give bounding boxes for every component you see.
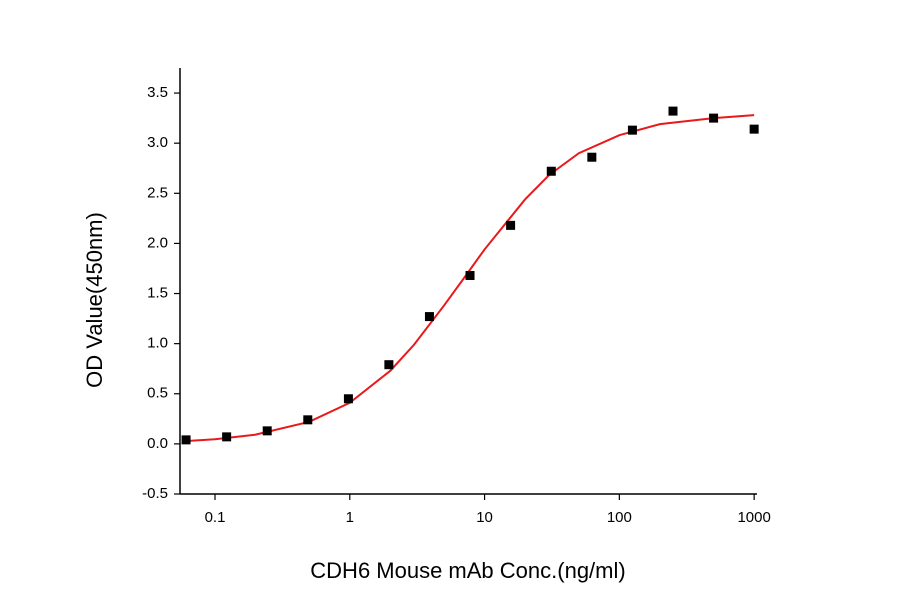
data-point — [546, 166, 556, 176]
y-tick-label: -0.5 — [142, 485, 168, 502]
data-point — [587, 152, 597, 162]
data-point — [506, 220, 516, 230]
data-point — [384, 360, 394, 370]
data-point — [262, 426, 272, 436]
data-point — [343, 394, 353, 404]
y-tick-label: 1.5 — [147, 284, 168, 301]
y-tick-label: 1.0 — [147, 335, 168, 352]
x-tick-label: 100 — [607, 509, 632, 526]
y-axis-title: OD Value(450nm) — [82, 212, 107, 388]
data-point — [627, 125, 637, 135]
y-tick-label: 3.0 — [147, 134, 168, 151]
data-point — [181, 435, 191, 445]
y-tick-label: 2.0 — [147, 234, 168, 251]
data-point — [222, 432, 232, 442]
y-tick-label: 0.0 — [147, 435, 168, 452]
x-tick-label: 1 — [346, 509, 354, 526]
x-tick-label: 1000 — [737, 509, 770, 526]
data-point — [465, 270, 475, 280]
data-point — [303, 415, 313, 425]
y-tick-label: 0.5 — [147, 385, 168, 402]
y-tick-label: 3.5 — [147, 84, 168, 101]
x-tick-label: 0.1 — [205, 509, 226, 526]
x-axis-title: CDH6 Mouse mAb Conc.(ng/ml) — [310, 558, 625, 583]
data-point — [424, 312, 434, 322]
data-point — [749, 124, 759, 134]
data-point — [709, 113, 719, 123]
y-tick-label: 2.5 — [147, 184, 168, 201]
data-point — [668, 106, 678, 116]
x-tick-label: 10 — [476, 509, 493, 526]
